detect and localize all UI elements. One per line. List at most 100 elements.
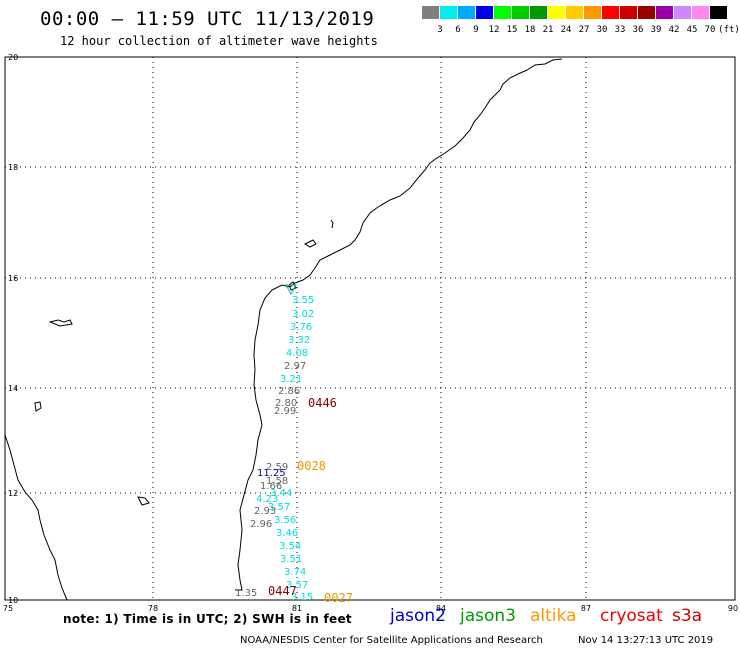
- wave-height-observations: 3.55 3.02 3.76 3.32 4.08 2.97 3.212.862.802.99…: [235, 284, 314, 603]
- scale-label: 6: [455, 25, 461, 35]
- scale-swatch: [476, 6, 493, 19]
- credit-line: NOAA/NESDIS Center for Satellite Applica…: [240, 635, 543, 646]
- wave-height-value: 3.32: [288, 335, 310, 346]
- wave-height-value: 2.96: [250, 519, 272, 530]
- wave-height-value: 2.59: [266, 462, 288, 473]
- scale-swatch: [692, 6, 709, 19]
- wave-height-value: 3.02: [292, 309, 314, 320]
- lat-tick-label: 12: [8, 489, 18, 498]
- island-c: [137, 496, 150, 506]
- wave-height-value: 2.93: [254, 506, 276, 517]
- lat-tick-label: 10: [8, 596, 18, 605]
- pass-time-label: 0027: [324, 591, 353, 605]
- scale-label: 9: [473, 25, 479, 35]
- lat-tick-label: 14: [8, 384, 18, 393]
- footnote: note: 1) Time is in UTC; 2) SWH is in fe…: [63, 612, 352, 626]
- wave-height-value: 3.51: [280, 554, 302, 565]
- map-title: 00:00 – 11:59 UTC 11/13/2019: [40, 8, 375, 30]
- scale-label: 45: [686, 25, 698, 35]
- map-subtitle: 12 hour collection of altimeter wave hei…: [60, 34, 378, 48]
- wave-height-value: 1.35: [235, 588, 257, 599]
- scale-unit: (ft): [718, 25, 740, 35]
- map-frame: [4, 56, 736, 601]
- scale-swatch: [656, 6, 673, 19]
- graticule: [4, 56, 736, 601]
- wave-height-value: 2.97: [284, 361, 306, 372]
- wave-height-value: 3.44: [270, 488, 292, 499]
- satellite-altika: altika: [530, 606, 577, 626]
- scale-label: 30: [596, 25, 608, 35]
- scale-label: 12: [488, 25, 500, 35]
- wave-height-value: 3.54: [279, 541, 301, 552]
- scale-label: 15: [506, 25, 518, 35]
- island-f: [288, 281, 297, 291]
- lon-tick-label: 78: [148, 604, 158, 613]
- wave-height-value: 3.46: [276, 528, 298, 539]
- wave-height-value: 1.66: [260, 481, 282, 492]
- lat-tick-label: 18: [8, 163, 18, 172]
- scale-swatch: [710, 6, 727, 19]
- wave-height-value: 2.86: [278, 386, 300, 397]
- scale-swatch: [638, 6, 655, 19]
- scale-label: 39: [650, 25, 662, 35]
- satellite-s3a: s3a: [672, 606, 703, 626]
- island-e: [330, 219, 334, 229]
- scale-label: 27: [578, 25, 590, 35]
- track-start-marker: [285, 284, 297, 296]
- scale-label: 21: [542, 25, 554, 35]
- wave-height-value: 3.55: [292, 295, 314, 306]
- scale-swatch: [530, 6, 547, 19]
- scale-label: 42: [668, 25, 680, 35]
- wave-height-value: 2.99: [274, 406, 296, 417]
- scale-swatch: [494, 6, 511, 19]
- scale-swatch: [422, 6, 439, 19]
- scale-swatch: [674, 6, 691, 19]
- scale-swatch: [548, 6, 565, 19]
- satellite-jason3: jason3: [460, 606, 516, 626]
- scale-swatch: [566, 6, 583, 19]
- lon-tick-label: 84: [436, 604, 446, 613]
- lon-tick-label: 75: [3, 604, 13, 613]
- wave-height-value: 3.15: [291, 592, 313, 603]
- scale-label: 3: [437, 25, 443, 35]
- wave-height-value: 3.57: [268, 502, 290, 513]
- scale-swatch: [602, 6, 619, 19]
- satellite-jason2: jason2: [390, 606, 446, 626]
- pass-time-label: 0447: [268, 584, 297, 598]
- scale-label: 24: [560, 25, 572, 35]
- pass-time-label: 0446: [308, 396, 337, 410]
- island-d: [303, 239, 317, 248]
- island-a: [48, 319, 73, 327]
- wave-height-value: 2.80: [275, 398, 297, 409]
- scale-swatch: [512, 6, 529, 19]
- generation-timestamp: Nov 14 13:27:13 UTC 2019: [578, 635, 714, 646]
- wave-height-value: 3.57: [286, 580, 308, 591]
- scale-swatch: [620, 6, 637, 19]
- pass-time-labels: 0446 0028 0447 0027: [268, 396, 353, 605]
- wave-height-value: 1.58: [266, 476, 288, 487]
- scale-swatch: [458, 6, 475, 19]
- wave-height-value: 3.74: [284, 567, 306, 578]
- wave-height-value: 4.08: [286, 348, 308, 359]
- lon-tick-label: 90: [728, 604, 738, 613]
- scale-label: 33: [614, 25, 626, 35]
- scale-label: 18: [524, 25, 536, 35]
- coastline-sri-lanka-edge: [4, 434, 68, 601]
- wave-height-value: 3.56: [274, 515, 296, 526]
- wave-height-value: 11.25: [257, 468, 286, 479]
- wave-height-value: 3.76: [290, 322, 312, 333]
- lat-tick-label: 16: [8, 274, 18, 283]
- lon-tick-label: 81: [292, 604, 302, 613]
- wave-height-value: 4.23: [256, 494, 278, 505]
- coastline: [4, 58, 563, 601]
- scale-swatch: [584, 6, 601, 19]
- wave-height-value: 3.21: [280, 374, 302, 385]
- lat-tick-label: 20: [8, 53, 18, 62]
- satellite-cryosat: cryosat: [600, 606, 663, 626]
- scale-label: 70: [704, 25, 716, 35]
- lon-tick-label: 87: [581, 604, 591, 613]
- pass-time-label: 0028: [297, 459, 326, 473]
- coastline-india-east: [235, 58, 563, 591]
- island-b: [34, 401, 42, 412]
